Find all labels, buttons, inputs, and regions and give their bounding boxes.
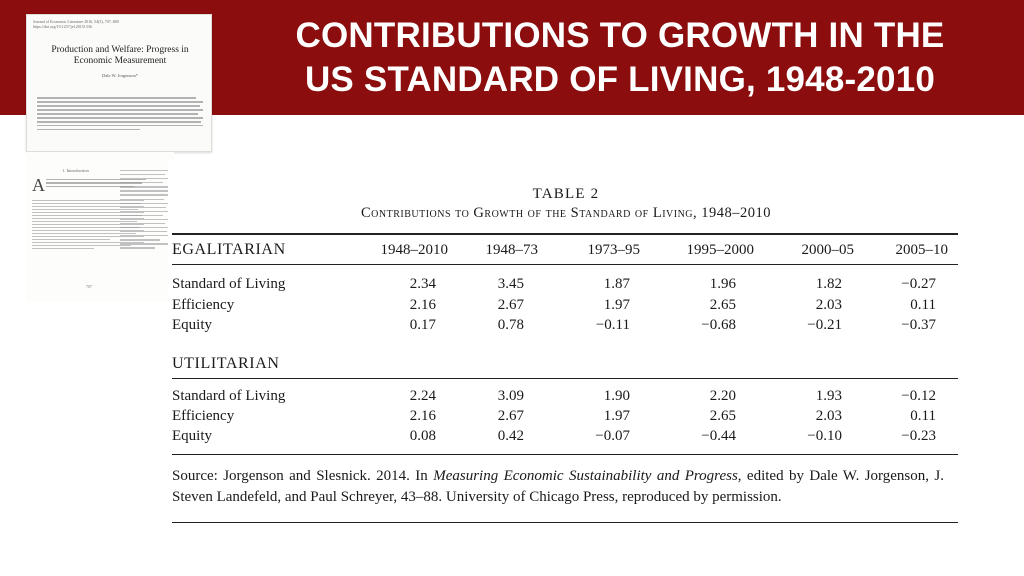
column-header: 1995–2000 (686, 242, 755, 258)
table-cell: 3.45 (497, 276, 524, 292)
table-cell: 2.16 (409, 297, 436, 313)
table-cell: 2.03 (815, 297, 842, 313)
table-cell: 1.96 (709, 276, 736, 292)
table-cell: 2.67 (497, 408, 524, 424)
table-cell: −0.21 (807, 317, 842, 333)
article-thumbnail: Journal of Economic Literature 2016, 54(… (26, 14, 212, 152)
slide-title: CONTRIBUTIONS TO GROWTH IN THE US STANDA… (230, 14, 1010, 102)
row-label: Equity (172, 317, 212, 333)
table-cell: −0.27 (901, 276, 936, 292)
article-intro-lines (46, 179, 146, 189)
article-author: Dale W. Jorgenson* (101, 73, 139, 78)
article-title: Production and Welfare: Progress in Econ… (51, 45, 189, 66)
table-top-rule (172, 233, 958, 235)
column-header: 2005–10 (895, 242, 949, 258)
table-cell: 2.34 (409, 276, 436, 292)
table-caption: TABLE 2 (532, 186, 600, 202)
table-cell: 0.08 (409, 428, 436, 444)
article-page-number: 707 (86, 284, 92, 289)
header-rule (172, 264, 958, 265)
contributions-table: TABLE 2 Contributions to Growth of the S… (168, 160, 964, 530)
table-cell: 0.11 (910, 408, 936, 424)
table-cell: 1.97 (603, 297, 630, 313)
table-cell: −0.11 (595, 317, 630, 333)
table-cell: −0.23 (901, 428, 936, 444)
article-abstract (37, 97, 203, 133)
section-rule (172, 378, 958, 379)
column-header: 1948–73 (485, 242, 539, 258)
article-dropcap: A (32, 175, 45, 195)
table-cell: 1.97 (603, 408, 630, 424)
table-cell: −0.68 (701, 317, 736, 333)
table-bottom-rule (172, 454, 958, 455)
table-cell: −0.12 (901, 388, 936, 404)
table-cell: 2.67 (497, 297, 524, 313)
table-cell: 2.65 (709, 408, 736, 424)
row-label: Standard of Living (172, 388, 286, 404)
column-header: 1973–95 (587, 242, 641, 258)
row-label: Efficiency (172, 408, 235, 424)
slide-title-line-1: CONTRIBUTIONS TO GROWTH IN THE (295, 16, 945, 55)
table-cell: 1.93 (815, 388, 842, 404)
slide-title-line-2: US STANDARD OF LIVING, 1948-2010 (304, 60, 936, 99)
journal-citation: Journal of Economic Literature 2016, 54(… (33, 19, 119, 29)
table-cell: −0.07 (595, 428, 630, 444)
article-section-heading: 1. Introduction (62, 168, 89, 173)
table-source-note: Source: Jorgenson and Slesnick. 2014. In… (172, 466, 944, 508)
table-cell: 1.82 (815, 276, 842, 292)
article-body-column: 1. Introduction A 707 (26, 152, 174, 302)
table-cell: 2.24 (409, 388, 436, 404)
article-footnotes (32, 200, 144, 251)
table-cell: 1.87 (603, 276, 630, 292)
source-bottom-rule (172, 522, 958, 523)
table-cell: 0.17 (409, 317, 436, 333)
table-cell: 3.09 (497, 388, 524, 404)
table-cell: 1.90 (603, 388, 630, 404)
row-label: Standard of Living (172, 276, 286, 292)
table-cell: 2.03 (815, 408, 842, 424)
table-cell: 0.11 (910, 297, 936, 313)
source-book-title: Measuring Economic Sustainability and Pr… (433, 468, 738, 484)
table-cell: −0.44 (701, 428, 736, 444)
section-egalitarian-header: EGALITARIAN (172, 241, 286, 258)
table-cell: 0.42 (497, 428, 524, 444)
source-prefix: Source: Jorgenson and Slesnick. 2014. In (172, 468, 434, 484)
table-title: Contributions to Growth of the Standard … (360, 205, 772, 221)
source-suffix: , edited by Dale W. Jorgenson, J. Steven… (172, 468, 944, 505)
table-cell: 2.16 (409, 408, 436, 424)
table-cell: −0.10 (807, 428, 842, 444)
table-cell: 0.78 (497, 317, 524, 333)
column-header: 2000–05 (801, 242, 855, 258)
table-cell: 2.65 (709, 297, 736, 313)
row-label: Equity (172, 428, 212, 444)
section-utilitarian-header: UTILITARIAN (172, 355, 280, 372)
article-side-column (120, 170, 170, 252)
table-cell: −0.37 (901, 317, 936, 333)
table-cell: 2.20 (709, 388, 736, 404)
column-header: 1948–2010 (380, 242, 449, 258)
row-label: Efficiency (172, 297, 235, 313)
